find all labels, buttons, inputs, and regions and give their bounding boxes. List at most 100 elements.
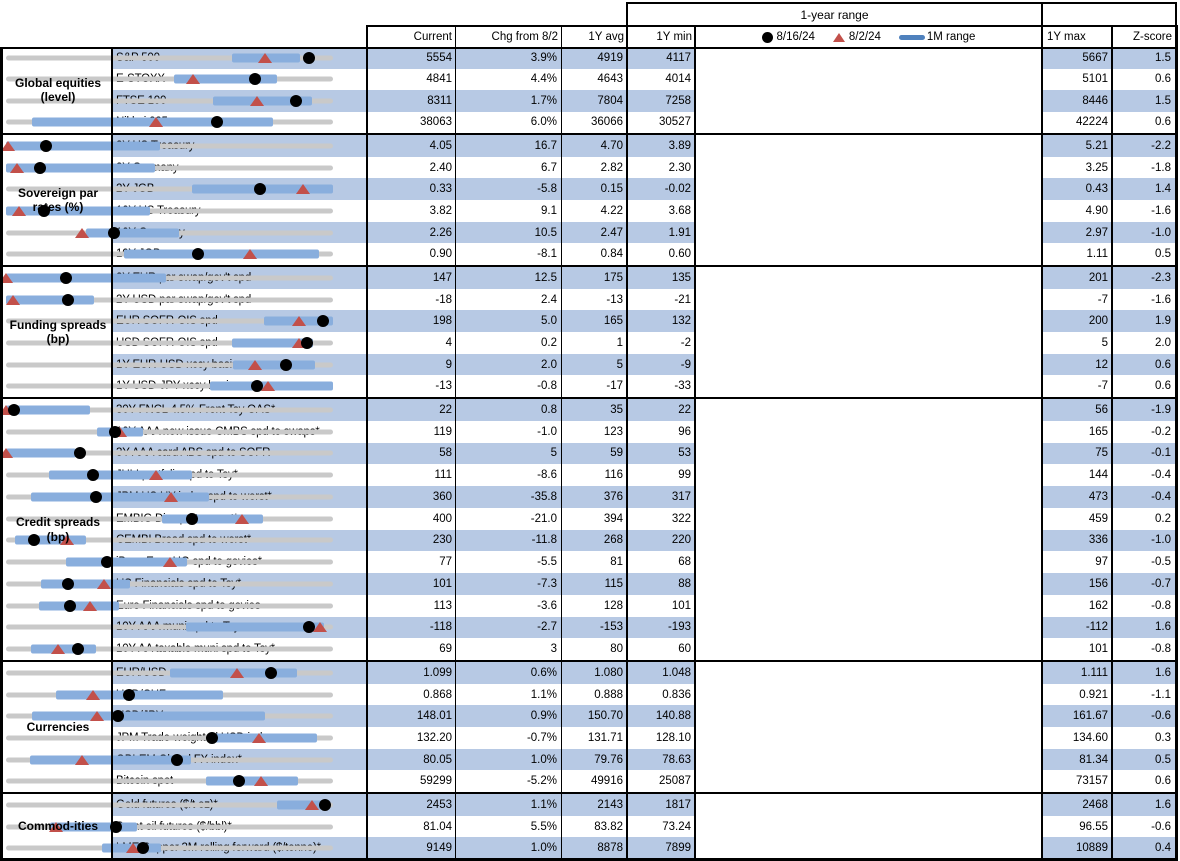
1y-range-track [6, 581, 333, 587]
chg-from-8-2-value: -7.3 [537, 577, 557, 590]
z-score-value: -1.1 [1151, 688, 1171, 701]
1y-min-value: -21 [674, 293, 691, 306]
current-value: 230 [432, 534, 452, 547]
range-chart [0, 289, 347, 311]
1y-range-track [6, 802, 333, 808]
z-score-value: -1.8 [1151, 161, 1171, 174]
1y-avg-value: 8878 [597, 842, 623, 855]
triangle-8-2-24 [253, 776, 268, 787]
z-score-value: -1.0 [1151, 226, 1171, 239]
current-value: 9 [445, 358, 452, 371]
dot-8-16-24 [254, 183, 267, 196]
1y-min-value: 317 [671, 490, 691, 503]
section-2: Sovereign par rates (%)2Y US Treasury4.0… [0, 135, 1178, 267]
triangle-8-2-24 [12, 205, 27, 216]
1y-max-value: 5101 [1082, 73, 1108, 86]
table-row: JPM Trade-weighted USD index132.20-0.7%1… [0, 727, 1178, 749]
triangle-icon [832, 32, 845, 42]
row-stripe [1043, 178, 1175, 201]
1y-min-value: 99 [678, 469, 691, 482]
1y-avg-value: 7804 [597, 94, 623, 107]
table-row: US Financials spd to Tsy*101-7.311588156… [0, 573, 1178, 595]
1y-min-value: 7258 [665, 94, 691, 107]
table-row: 2Y Germany2.406.72.822.303.25-1.8 [0, 157, 1178, 179]
1y-range-track [6, 603, 333, 609]
1m-range-bar [39, 601, 120, 611]
1y-avg-value: 128 [603, 599, 623, 612]
current-value: 4841 [426, 73, 452, 86]
1y-min-value: 68 [678, 556, 691, 569]
row-stripe [1043, 616, 1175, 639]
1y-avg-value: 79.76 [594, 753, 623, 766]
1m-range-bar [50, 822, 137, 831]
row-stripe [113, 310, 696, 333]
1m-range-bar [56, 690, 223, 699]
1y-range-track [6, 624, 333, 630]
chg-from-8-2-value: 1.7% [530, 94, 557, 107]
current-value: 198 [432, 315, 452, 328]
dot-8-16-24 [264, 666, 277, 679]
current-value: 147 [432, 271, 452, 284]
1y-range-track [6, 362, 333, 368]
z-score-value: -0.5 [1151, 556, 1171, 569]
chg-from-8-2-value: 16.7 [534, 139, 557, 152]
1y-min-value: -193 [667, 621, 691, 634]
table-body: Global equities (level)S&P 50055543.9%49… [0, 47, 1178, 860]
z-score-value: 2.0 [1155, 336, 1171, 349]
table-row: 10Y US Treasury3.829.14.223.684.90-1.6 [0, 200, 1178, 222]
dot-8-16-24 [101, 556, 114, 569]
range-chart [0, 617, 347, 639]
triangle-8-2-24 [248, 359, 263, 370]
section-5: CurrenciesEUR/USD1.0990.6%1.0801.0481.11… [0, 662, 1178, 794]
range-chart [0, 157, 347, 179]
z-score-value: -1.6 [1151, 204, 1171, 217]
z-score-value: 1.5 [1155, 51, 1171, 64]
1m-range-bar [6, 273, 167, 283]
1y-max-value: 0.921 [1079, 688, 1108, 701]
1y-max-value: 201 [1088, 271, 1108, 284]
1y-max-value: 5.21 [1085, 139, 1108, 152]
table-row: USD SOFR-OIS spd40.21-252.0 [0, 332, 1178, 354]
1y-avg-value: 5 [616, 358, 623, 371]
range-chart [0, 69, 347, 91]
z-score-value: 1.6 [1155, 666, 1171, 679]
1y-max-value: -112 [1085, 621, 1108, 634]
1y-range-track [6, 450, 333, 456]
1m-range-bar [31, 711, 265, 721]
z-score-value: 0.5 [1155, 248, 1171, 261]
current-value: 2.40 [429, 161, 452, 174]
chg-from-8-2-value: -5.5 [537, 556, 557, 569]
range-chart [0, 794, 347, 816]
current-value: 22 [439, 403, 452, 416]
range-chart [0, 684, 347, 706]
current-value: 113 [433, 599, 452, 612]
row-stripe [1043, 794, 1175, 816]
chg-from-8-2-value: 0.8 [541, 403, 557, 416]
current-value: 360 [432, 490, 452, 503]
row-stripe [113, 748, 696, 771]
1y-avg-value: 83.82 [594, 820, 623, 833]
range-chart [0, 530, 347, 552]
1y-max-value: 96.55 [1079, 820, 1108, 833]
1y-min-value: 7899 [665, 842, 691, 855]
1y-min-value: 4117 [666, 51, 691, 64]
1y-avg-value: 165 [603, 315, 623, 328]
chg-from-8-2-value: 1.0% [530, 753, 557, 766]
table-row: 30Y FNCL 4.5% Front Tsy OAS*220.8352256-… [0, 399, 1178, 421]
triangle-8-2-24 [90, 711, 105, 722]
z-score-value: 1.6 [1155, 798, 1171, 811]
1y-max-value: 97 [1095, 556, 1108, 569]
1y-min-value: 101 [671, 599, 691, 612]
chg-from-8-2-value: -8.1 [537, 248, 557, 261]
table-row: 10Y JGB0.90-8.10.840.601.110.5 [0, 243, 1178, 265]
range-chart [0, 112, 347, 134]
z-score-value: -1.6 [1151, 293, 1171, 306]
dot-8-16-24 [28, 534, 41, 547]
1y-max-value: 10889 [1076, 842, 1108, 855]
1y-max-value: 5 [1101, 336, 1108, 349]
1y-range-track [6, 824, 333, 829]
range-chart [0, 662, 347, 684]
